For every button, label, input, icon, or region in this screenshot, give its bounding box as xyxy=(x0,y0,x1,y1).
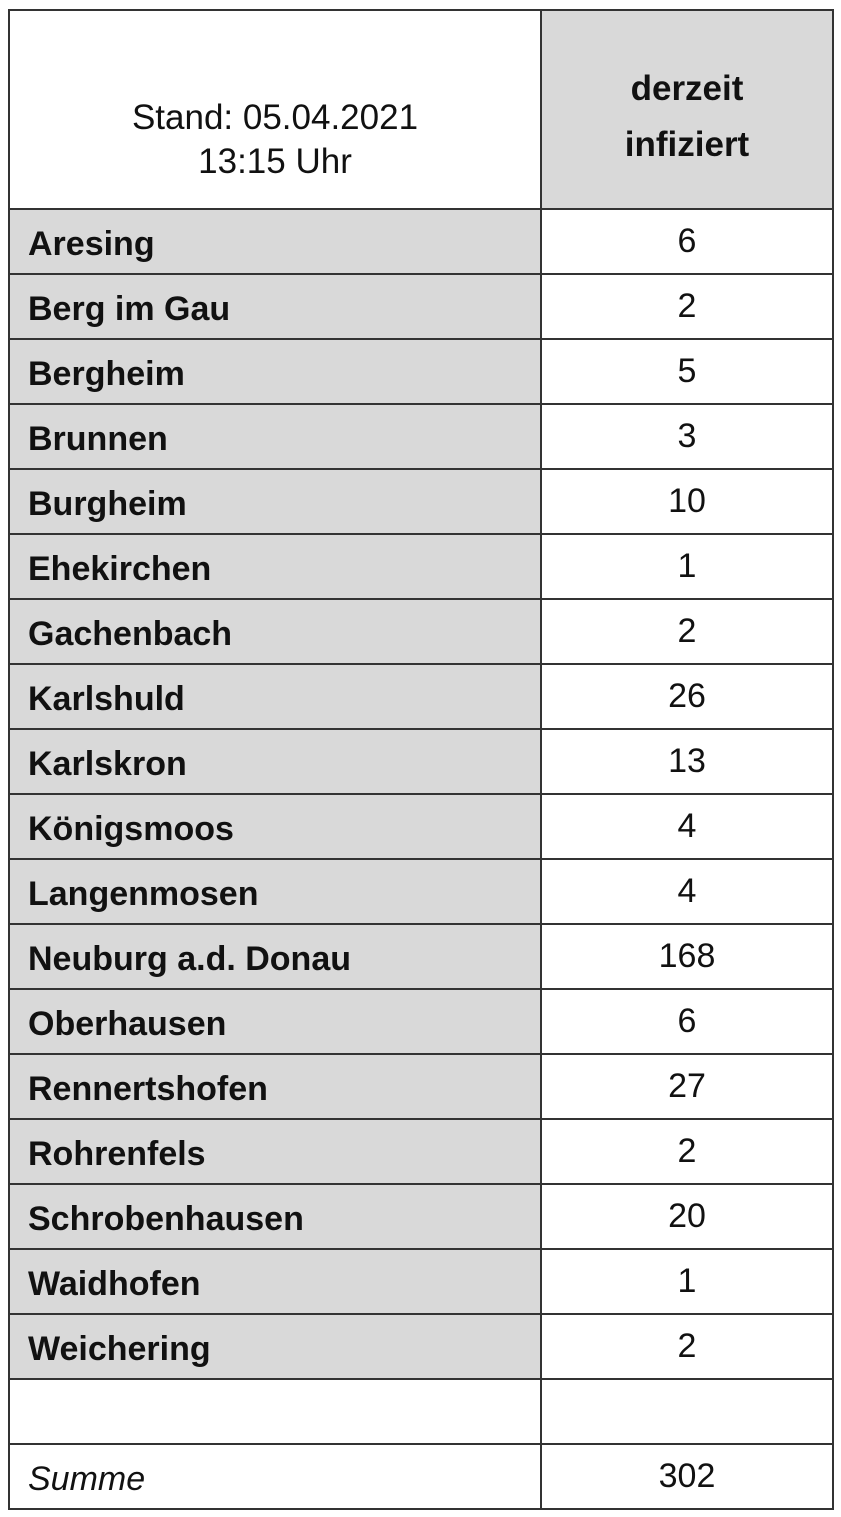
infected-count: 4 xyxy=(540,793,834,860)
table-row: Waidhofen 1 xyxy=(8,1248,834,1315)
infected-count: 6 xyxy=(540,988,834,1055)
stand-date: Stand: 05.04.2021 xyxy=(131,97,419,137)
municipality-name: Neuburg a.d. Donau xyxy=(8,923,542,990)
infected-count: 2 xyxy=(540,1118,834,1185)
table-row: Rennertshofen 27 xyxy=(8,1053,834,1120)
infected-count: 27 xyxy=(540,1053,834,1120)
infected-count: 10 xyxy=(540,468,834,535)
municipality-name: Karlskron xyxy=(8,728,542,795)
total-label: Summe xyxy=(8,1443,542,1510)
infected-count: 168 xyxy=(540,923,834,990)
infected-count: 13 xyxy=(540,728,834,795)
municipality-name: Oberhausen xyxy=(8,988,542,1055)
table-row: Aresing 6 xyxy=(8,208,834,275)
municipality-name: Langenmosen xyxy=(8,858,542,925)
municipality-name: Brunnen xyxy=(8,403,542,470)
table-row: Königsmoos 4 xyxy=(8,793,834,860)
table-row: Bergheim 5 xyxy=(8,338,834,405)
municipality-name: Bergheim xyxy=(8,338,542,405)
municipality-name: Rohrenfels xyxy=(8,1118,542,1185)
municipality-name: Berg im Gau xyxy=(8,273,542,340)
infected-count: 2 xyxy=(540,598,834,665)
total-value: 302 xyxy=(540,1443,834,1510)
municipality-name: Aresing xyxy=(8,208,542,275)
empty-cell xyxy=(8,1378,542,1445)
municipality-name: Weichering xyxy=(8,1313,542,1380)
table-row: Karlskron 13 xyxy=(8,728,834,795)
infected-count: 26 xyxy=(540,663,834,730)
infected-count: 1 xyxy=(540,533,834,600)
infected-count: 1 xyxy=(540,1248,834,1315)
stand-time: 13:15 Uhr xyxy=(198,141,352,181)
table-row: Berg im Gau 2 xyxy=(8,273,834,340)
infected-count: 2 xyxy=(540,1313,834,1380)
table-row: Burgheim 10 xyxy=(8,468,834,535)
column-header-line1: derzeit xyxy=(630,69,744,108)
table-row: Rohrenfels 2 xyxy=(8,1118,834,1185)
infected-count: 2 xyxy=(540,273,834,340)
column-header-line2: infiziert xyxy=(624,125,750,164)
municipality-name: Gachenbach xyxy=(8,598,542,665)
municipality-name: Waidhofen xyxy=(8,1248,542,1315)
table-row: Gachenbach 2 xyxy=(8,598,834,665)
infected-count: 6 xyxy=(540,208,834,275)
municipality-name: Königsmoos xyxy=(8,793,542,860)
infected-count: 4 xyxy=(540,858,834,925)
table-row: Langenmosen 4 xyxy=(8,858,834,925)
table-row: Neuburg a.d. Donau 168 xyxy=(8,923,834,990)
table-row: Oberhausen 6 xyxy=(8,988,834,1055)
empty-cell xyxy=(540,1378,834,1445)
municipality-name: Schrobenhausen xyxy=(8,1183,542,1250)
infected-count: 20 xyxy=(540,1183,834,1250)
table-row: Weichering 2 xyxy=(8,1313,834,1380)
infected-count: 3 xyxy=(540,403,834,470)
infection-table: Stand: 05.04.2021 13:15 Uhr derzeit infi… xyxy=(8,9,834,1510)
column-header: derzeit infiziert xyxy=(540,9,834,210)
infected-count: 5 xyxy=(540,338,834,405)
municipality-name: Burgheim xyxy=(8,468,542,535)
municipality-name: Ehekirchen xyxy=(8,533,542,600)
table-row: Ehekirchen 1 xyxy=(8,533,834,600)
empty-row xyxy=(8,1378,834,1445)
table-row: Karlshuld 26 xyxy=(8,663,834,730)
table-row: Brunnen 3 xyxy=(8,403,834,470)
municipality-name: Karlshuld xyxy=(8,663,542,730)
municipality-name: Rennertshofen xyxy=(8,1053,542,1120)
date-cell: Stand: 05.04.2021 13:15 Uhr xyxy=(8,9,542,210)
header-row: Stand: 05.04.2021 13:15 Uhr derzeit infi… xyxy=(8,9,834,210)
table-row: Schrobenhausen 20 xyxy=(8,1183,834,1250)
total-row: Summe 302 xyxy=(8,1443,834,1510)
